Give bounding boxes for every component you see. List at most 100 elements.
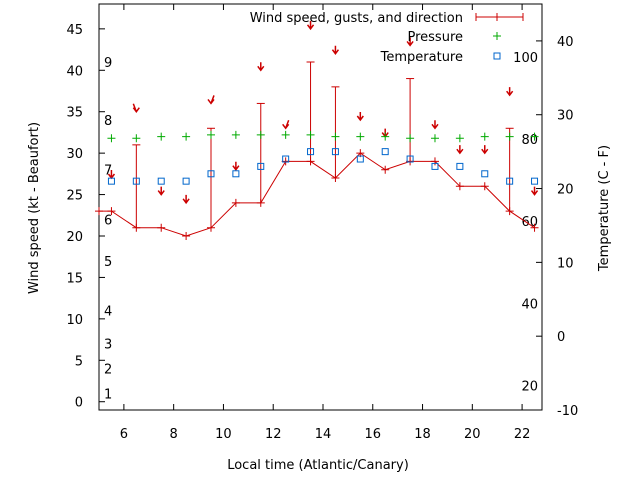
wind-direction-arrow [456, 145, 464, 155]
pressure-point [430, 134, 439, 143]
y-right-tick-label: -10 [557, 404, 578, 419]
y-left-tick-label: 25 [66, 189, 83, 204]
wind-direction-arrow [481, 145, 489, 155]
pressure-point [455, 134, 464, 143]
wind-direction-arrow [331, 45, 340, 55]
temperature-point [331, 148, 339, 156]
temperature-point [182, 177, 190, 185]
temperature-point [356, 155, 364, 163]
wind-direction-arrow [406, 37, 414, 47]
y-left-tick-label: 30 [66, 147, 83, 162]
wind-direction-arrow [431, 120, 439, 130]
pressure-point [331, 132, 340, 141]
pressure-point [505, 132, 514, 141]
temperature-point [531, 177, 539, 185]
wind-direction-arrow [306, 20, 315, 31]
x-axis-label: Local time (Atlantic/Canary) [227, 458, 409, 473]
temperature-point [207, 170, 215, 178]
x-tick-label: 18 [414, 427, 431, 442]
temperature-point [481, 170, 489, 178]
wind-direction-arrow [132, 103, 140, 113]
wind-direction-arrow [530, 186, 539, 196]
beaufort-label: 9 [104, 56, 112, 71]
wind-speed-point [107, 207, 116, 216]
legend: Wind speed, gusts, and direction Pressur… [250, 11, 524, 65]
temperature-point [406, 155, 414, 163]
legend-label-pressure: Pressure [407, 30, 463, 45]
wind-direction-arrow [506, 87, 514, 97]
pressure-point [356, 132, 365, 141]
pressure-point [256, 130, 265, 139]
x-tick-label: 12 [265, 427, 282, 442]
wind-speed-point [480, 182, 489, 191]
y-left-tick-label: 15 [66, 271, 83, 286]
wind-direction-arrow [282, 120, 290, 130]
fahrenheit-label: 20 [521, 380, 538, 395]
wind-speed-point [95, 207, 103, 216]
temperature-point [456, 162, 464, 170]
plot-area: 6 8 10 12 14 16 18 20 22051015202530354045-10010… [66, 3, 578, 442]
fahrenheit-label: 60 [521, 215, 538, 230]
y-axis-label-left: Wind speed (kt - Beaufort) [27, 122, 42, 294]
x-tick-label: 6 [120, 427, 128, 442]
temperature-point [107, 177, 115, 185]
beaufort-label: 4 [104, 305, 112, 320]
beaufort-label: 1 [104, 387, 112, 402]
pressure-point [157, 132, 166, 141]
pressure-point [381, 132, 390, 141]
pressure-point [206, 130, 215, 139]
legend-key-wind [475, 13, 524, 21]
y-right-tick-label: 10 [557, 256, 574, 271]
wind-direction-arrow [207, 95, 215, 105]
fahrenheit-label: 80 [521, 133, 538, 148]
temperature-point [232, 170, 240, 178]
wind-speed-point [455, 182, 464, 191]
y-left-tick-label: 0 [75, 396, 83, 411]
temperature-point [307, 148, 315, 156]
y-left-tick-label: 5 [75, 354, 83, 369]
pressure-point [231, 130, 240, 139]
legend-key-temperature [493, 52, 501, 60]
pressure-point [480, 132, 489, 141]
x-tick-label: 8 [170, 427, 178, 442]
x-tick-label: 10 [215, 427, 232, 442]
y-left-tick-label: 35 [66, 106, 83, 121]
y-right-tick-label: 20 [557, 183, 574, 198]
wind-direction-arrow [157, 186, 165, 196]
beaufort-label: 8 [104, 114, 112, 129]
x-tick-label: 14 [315, 427, 332, 442]
pressure-point [281, 130, 290, 139]
wind-speed-point [231, 198, 240, 207]
pressure-point [182, 132, 191, 141]
y-right-tick-label: 40 [557, 35, 574, 50]
y-left-tick-label: 45 [66, 23, 83, 38]
legend-label-wind: Wind speed, gusts, and direction [250, 11, 463, 26]
temperature-point [157, 177, 165, 185]
x-tick-label: 22 [514, 427, 531, 442]
y-left-tick-label: 20 [66, 230, 83, 245]
plot-frame [98, 3, 543, 411]
wind-speed-point [157, 223, 166, 232]
pressure-point [107, 134, 116, 143]
legend-key-pressure [493, 32, 501, 40]
pressure-point [132, 134, 141, 143]
fahrenheit-label: 40 [521, 298, 538, 313]
wind-direction-arrow [232, 161, 240, 171]
wind-speed-point [381, 165, 390, 174]
legend-label-temperature: Temperature [380, 50, 463, 65]
pressure-point [530, 132, 539, 141]
beaufort-label: 3 [104, 338, 112, 353]
wind-speed-point [530, 223, 539, 232]
y-axis-label-right: Temperature (C - F) [597, 145, 612, 272]
fahrenheit-label: 100 [513, 51, 538, 66]
temperature-point [506, 177, 514, 185]
temperature-point [132, 177, 140, 185]
beaufort-label: 7 [104, 164, 112, 179]
wind-direction-arrow [257, 62, 265, 72]
pressure-point [306, 130, 315, 139]
x-tick-label: 20 [464, 427, 481, 442]
x-tick-label: 16 [364, 427, 381, 442]
wind-speed-line [99, 152, 535, 237]
temperature-point [431, 162, 439, 170]
